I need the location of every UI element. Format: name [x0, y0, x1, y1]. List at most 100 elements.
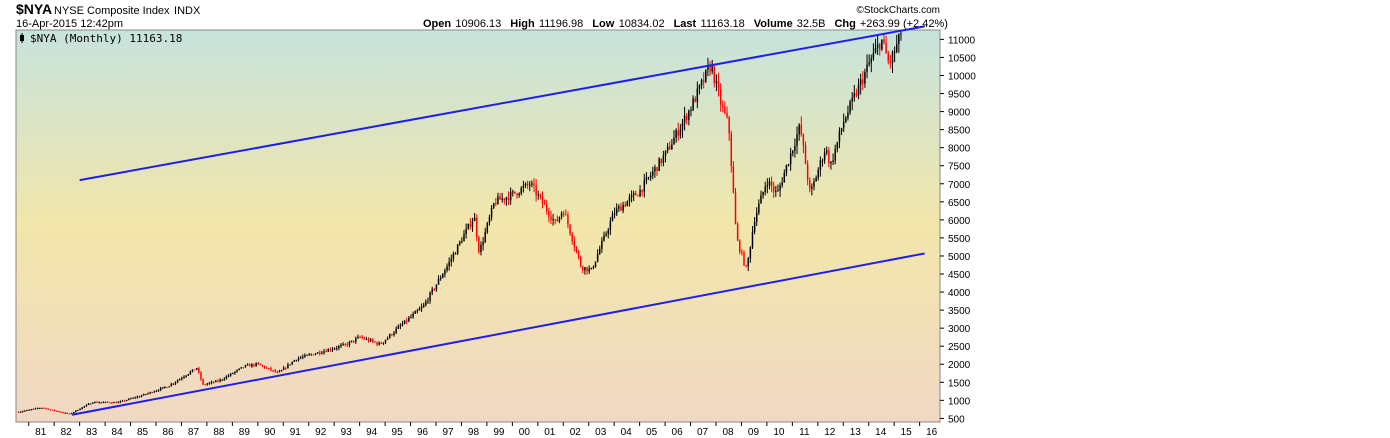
candle-body: [679, 129, 682, 136]
candle-body: [830, 161, 832, 164]
candle-body: [87, 403, 90, 405]
candle-body: [817, 169, 819, 178]
candle-body: [594, 261, 597, 268]
candle-body: [755, 212, 758, 223]
candle-body: [405, 320, 408, 322]
candle-body: [365, 338, 368, 340]
y-tick-label: 10000: [948, 71, 976, 82]
candle-body: [357, 336, 359, 339]
x-tick-label: 88: [213, 427, 225, 438]
candle-body: [726, 112, 728, 117]
chart-header: $NYA NYSE Composite Index INDX 16-Apr-20…: [16, 1, 948, 30]
candle-body: [613, 213, 616, 215]
candle-body: [22, 411, 24, 413]
candle-body: [378, 342, 380, 345]
candle-body: [249, 364, 251, 367]
candle-body: [217, 380, 219, 382]
candle-body: [403, 320, 406, 324]
x-tick-label: 85: [137, 427, 149, 438]
y-tick-label: 2500: [948, 342, 971, 353]
candle-body: [238, 368, 240, 370]
candle-body: [556, 219, 559, 222]
candle-body: [847, 112, 849, 118]
candle-body: [605, 233, 607, 236]
candle-body: [745, 265, 747, 267]
candle-body: [573, 241, 576, 247]
candle-body: [346, 344, 349, 346]
candle-body: [117, 402, 119, 404]
candle-body: [845, 117, 847, 123]
candle-body: [242, 367, 245, 369]
candle-body: [749, 247, 752, 259]
lower-trendline: [71, 252, 925, 416]
candle-body: [70, 413, 73, 415]
candle-body: [543, 203, 546, 205]
candle-body: [232, 373, 234, 375]
candle-body: [473, 217, 476, 222]
candle-body: [85, 404, 88, 407]
candle-body: [707, 66, 709, 70]
candle-body: [325, 351, 327, 353]
candle-body: [395, 328, 397, 333]
candle-body: [136, 396, 139, 398]
x-tick-label: 83: [86, 427, 98, 438]
candle-body: [666, 146, 669, 151]
candle-icon: [20, 33, 24, 43]
candle-body: [722, 104, 724, 107]
candle-body: [442, 274, 444, 278]
candle-body: [717, 80, 720, 90]
candle-body: [649, 175, 652, 178]
candle-body: [586, 267, 588, 272]
candle-body: [753, 222, 756, 232]
candle-body: [431, 289, 433, 293]
candle-body: [389, 334, 391, 338]
candle-body: [435, 284, 438, 290]
candle-body: [265, 367, 268, 369]
candle-body: [857, 84, 860, 96]
candle-body: [607, 230, 609, 234]
candle-body: [628, 197, 631, 202]
candle-body: [448, 261, 450, 267]
candle-body: [138, 396, 141, 398]
candle-body: [340, 345, 342, 347]
upper-trendline: [79, 25, 925, 182]
candle-body: [185, 375, 187, 377]
candle-body: [632, 193, 635, 195]
candle-body: [96, 401, 98, 403]
candle-body: [806, 164, 809, 180]
x-tick-label: 91: [290, 427, 302, 438]
candle-body: [130, 398, 132, 400]
candle-body: [764, 186, 766, 192]
candle-body: [168, 386, 170, 388]
candle-body: [43, 407, 45, 409]
y-axis: 500 1000 1500 2000 2500 3000 3500 4000 4500 5000 5…: [940, 35, 976, 425]
candle-body: [198, 368, 200, 373]
candle-body: [374, 341, 376, 343]
symbol-label: $NYA: [16, 1, 52, 17]
candle-body: [492, 203, 495, 208]
candle-body: [338, 346, 340, 349]
candle-body: [310, 354, 313, 356]
ohlc-readout: Open 10906.13 High 11196.98 Low 10834.02 Last 1…: [423, 18, 948, 30]
candle-body: [702, 79, 705, 82]
candle-body: [825, 150, 828, 153]
candle-body: [319, 352, 321, 354]
x-tick-label: 87: [188, 427, 200, 438]
candle-body: [811, 186, 813, 189]
candle-body: [316, 352, 319, 354]
candle-body: [480, 244, 482, 253]
candle-body: [766, 185, 769, 187]
ohlc-low-label: Low: [592, 18, 614, 30]
candle-body: [535, 185, 537, 196]
candle-body: [872, 52, 875, 59]
ohlc-open-value: 10906.13: [455, 18, 501, 30]
candle-body: [624, 204, 626, 207]
candle-body: [779, 185, 781, 191]
candle-body: [75, 410, 77, 412]
candle-body: [285, 367, 287, 369]
candle-body: [244, 365, 247, 368]
candle-body: [461, 241, 463, 243]
candle-body: [98, 402, 100, 404]
candle-body: [898, 34, 900, 45]
candle-body: [615, 208, 618, 214]
